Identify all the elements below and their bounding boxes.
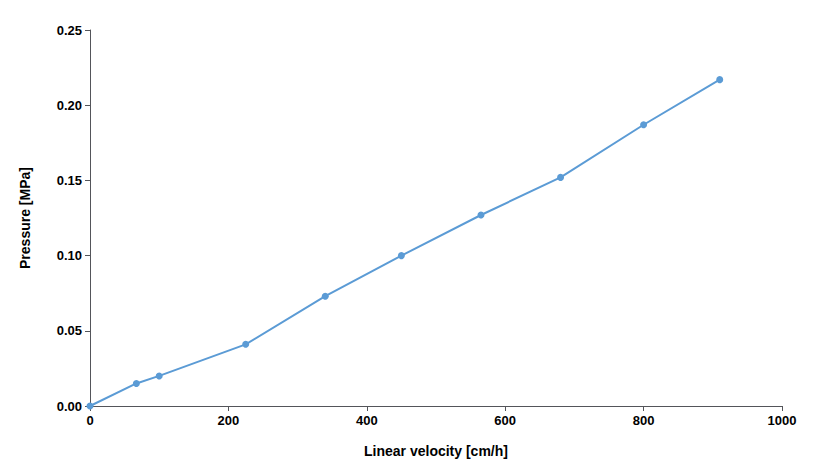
svg-text:600: 600 <box>494 413 516 428</box>
svg-text:0.10: 0.10 <box>57 248 82 263</box>
svg-text:0.20: 0.20 <box>57 98 82 113</box>
svg-text:800: 800 <box>633 413 655 428</box>
svg-text:0.15: 0.15 <box>57 173 82 188</box>
svg-text:1000: 1000 <box>768 413 797 428</box>
svg-text:Linear velocity [cm/h]: Linear velocity [cm/h] <box>364 443 508 459</box>
svg-text:200: 200 <box>218 413 240 428</box>
svg-text:0.05: 0.05 <box>57 323 82 338</box>
svg-text:Pressure [MPa]: Pressure [MPa] <box>17 167 33 269</box>
svg-text:0.00: 0.00 <box>57 399 82 414</box>
svg-text:0: 0 <box>86 413 93 428</box>
svg-text:400: 400 <box>356 413 378 428</box>
svg-text:0.25: 0.25 <box>57 23 82 38</box>
